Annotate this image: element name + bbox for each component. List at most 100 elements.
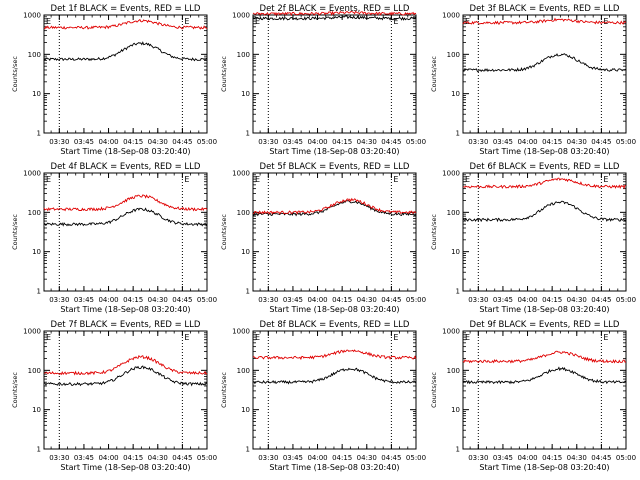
lld-series-line [462, 177, 627, 190]
y-axis-label: Counts/sec [430, 372, 438, 408]
events-series-line [43, 41, 208, 62]
x-tick-label: 03:30 [468, 138, 488, 146]
y-axis-label: Counts/sec [220, 56, 228, 92]
y-tick-label: 1000 [23, 170, 41, 178]
panel-title: Det 6f BLACK = Events, RED = LLD [470, 162, 620, 172]
x-tick-label: 04:15 [542, 138, 562, 146]
panel-8: Det 8f BLACK = Events, RED = LLD 1 10 100 10… [220, 320, 426, 472]
flag-label: E [184, 17, 189, 26]
events-series-line [43, 207, 208, 227]
lld-series-line [43, 18, 208, 30]
x-tick-label: 03:45 [74, 296, 94, 304]
x-axis-label: Start Time (18-Sep-08 03:20:40) [269, 147, 399, 156]
panel-1: Det 1f BLACK = Events, RED = LLD 1 10 100 10… [11, 4, 217, 156]
flag-label: E [184, 175, 189, 184]
lld-series-line [43, 194, 208, 212]
panel-2: Det 2f BLACK = Events, RED = LLD 1 10 100 10… [220, 4, 426, 156]
x-tick-label: 04:00 [98, 454, 118, 462]
y-axis-label: Counts/sec [430, 56, 438, 92]
x-tick-label: 04:15 [123, 296, 143, 304]
y-tick-label: 1 [456, 130, 460, 138]
lld-series-line [252, 349, 417, 361]
x-tick-label: 03:30 [468, 296, 488, 304]
panel-title: Det 2f BLACK = Events, RED = LLD [260, 4, 410, 14]
y-tick-label: 100 [237, 367, 250, 375]
flag-label: E [465, 333, 470, 342]
x-axis-label: Start Time (18-Sep-08 03:20:40) [479, 147, 609, 156]
x-tick-label: 04:45 [381, 296, 401, 304]
lld-series-line [43, 355, 208, 376]
y-tick-label: 1 [246, 446, 250, 454]
x-tick-label: 03:45 [74, 454, 94, 462]
x-tick-label: 04:30 [148, 296, 168, 304]
flag-label: E [46, 17, 51, 26]
x-tick-label: 05:00 [406, 138, 426, 146]
y-axis-label: Counts/sec [220, 372, 228, 408]
flag-label: E [393, 17, 398, 26]
panel-title: Det 1f BLACK = Events, RED = LLD [51, 4, 201, 14]
events-series-line [252, 200, 417, 217]
flag-label: E [255, 17, 260, 26]
y-tick-label: 1 [37, 130, 41, 138]
x-axis-label: Start Time (18-Sep-08 03:20:40) [60, 147, 190, 156]
flag-label: E [393, 333, 398, 342]
y-tick-label: 1 [246, 130, 250, 138]
plot-frame [462, 172, 627, 292]
panel-title: Det 5f BLACK = Events, RED = LLD [260, 162, 410, 172]
x-tick-label: 03:30 [258, 454, 278, 462]
y-axis-label: Counts/sec [430, 214, 438, 250]
x-axis-label: Start Time (18-Sep-08 03:20:40) [269, 463, 399, 472]
x-tick-label: 04:45 [591, 296, 611, 304]
lld-series-line [462, 350, 627, 364]
x-tick-label: 03:30 [258, 138, 278, 146]
x-tick-label: 04:15 [542, 296, 562, 304]
x-tick-label: 05:00 [197, 454, 217, 462]
panel-9: Det 9f BLACK = Events, RED = LLD 1 10 100 10… [430, 320, 636, 472]
x-tick-label: 03:30 [49, 454, 69, 462]
lld-series-line [252, 10, 417, 17]
x-tick-label: 04:45 [591, 138, 611, 146]
x-tick-label: 04:15 [332, 454, 352, 462]
x-tick-label: 03:45 [283, 296, 303, 304]
events-series-line [462, 200, 627, 223]
y-tick-label: 10 [241, 90, 250, 98]
panel-5: Det 5f BLACK = Events, RED = LLD 1 10 100 10… [220, 162, 426, 314]
x-tick-label: 04:15 [123, 138, 143, 146]
flag-label: E [255, 333, 260, 342]
y-tick-label: 1000 [442, 12, 460, 20]
plot-frame [43, 330, 208, 450]
x-tick-label: 03:30 [258, 296, 278, 304]
events-series-line [462, 366, 627, 385]
y-tick-label: 100 [447, 51, 460, 59]
events-series-line [43, 365, 208, 387]
x-tick-label: 03:30 [468, 454, 488, 462]
y-tick-label: 100 [447, 209, 460, 217]
y-tick-label: 1 [37, 446, 41, 454]
lld-series-line [252, 197, 417, 215]
plot-frame [252, 330, 417, 450]
plot-frame [43, 172, 208, 292]
y-tick-label: 100 [28, 367, 41, 375]
x-tick-label: 05:00 [406, 454, 426, 462]
y-tick-label: 100 [237, 209, 250, 217]
y-tick-label: 1 [246, 288, 250, 296]
x-tick-label: 03:45 [493, 454, 513, 462]
x-tick-label: 04:30 [357, 454, 377, 462]
x-tick-label: 04:30 [357, 138, 377, 146]
y-tick-label: 1 [456, 446, 460, 454]
events-series-line [252, 15, 417, 21]
x-tick-label: 04:45 [381, 138, 401, 146]
x-tick-label: 04:45 [172, 296, 192, 304]
x-tick-label: 04:00 [98, 138, 118, 146]
x-tick-label: 05:00 [406, 296, 426, 304]
x-tick-label: 03:45 [493, 296, 513, 304]
x-tick-label: 04:45 [172, 454, 192, 462]
x-axis-label: Start Time (18-Sep-08 03:20:40) [479, 305, 609, 314]
x-tick-label: 04:00 [98, 296, 118, 304]
flag-label: E [603, 175, 608, 184]
x-tick-label: 05:00 [616, 454, 636, 462]
events-series-line [252, 367, 417, 385]
x-tick-label: 04:30 [567, 454, 587, 462]
y-tick-label: 10 [241, 406, 250, 414]
